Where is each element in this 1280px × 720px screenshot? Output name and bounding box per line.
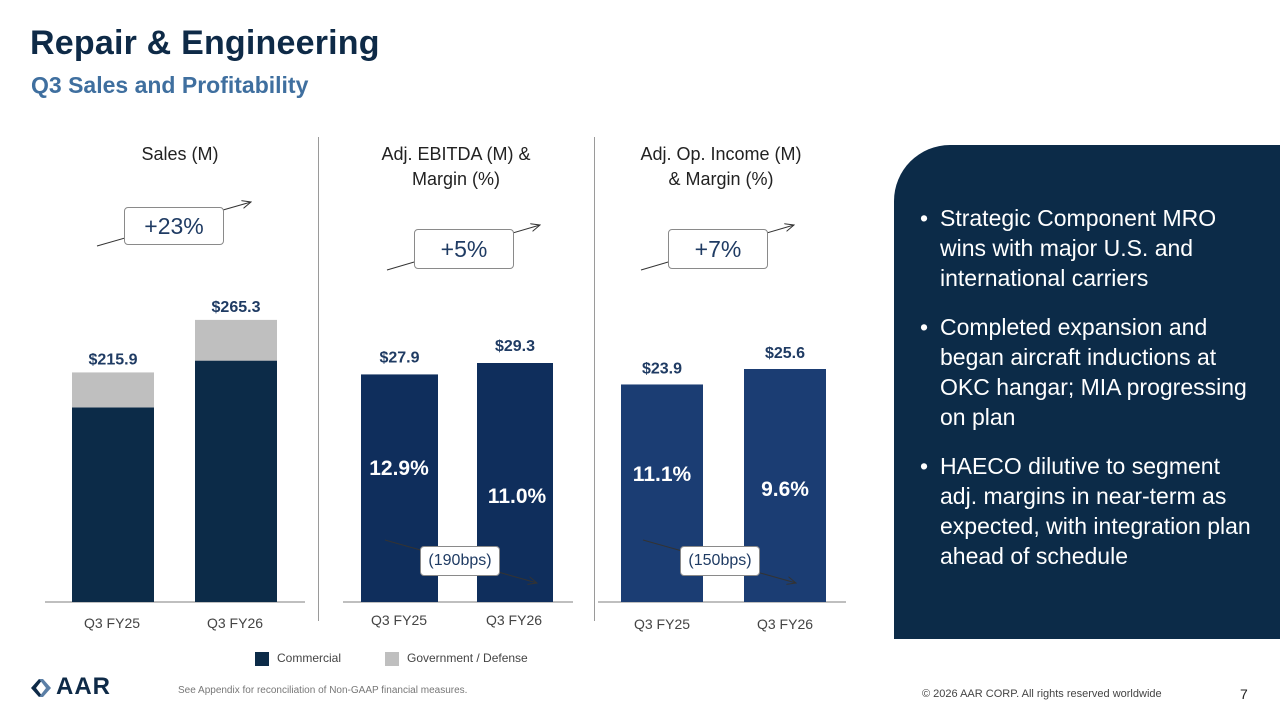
- footnote: See Appendix for reconciliation of Non-G…: [178, 685, 468, 696]
- ebitda-title-line-1: Adj. EBITDA (M) &: [381, 144, 531, 164]
- aar-logo-text: AAR: [56, 673, 111, 700]
- ebitda-margin-change-callout: (190bps): [420, 546, 500, 576]
- page-title: Repair & Engineering: [30, 24, 380, 62]
- opincome-tick-q3fy25: Q3 FY25: [634, 616, 690, 632]
- highlight-item: Completed expansion and began aircraft i…: [920, 312, 1260, 432]
- aar-logo-icon: [31, 679, 51, 697]
- legend-swatch-government: [385, 652, 399, 666]
- page-subtitle: Q3 Sales and Profitability: [31, 72, 309, 98]
- opincome-title-line-2: & Margin (%): [668, 169, 774, 189]
- sales-tick-q3fy25: Q3 FY25: [84, 615, 140, 631]
- opincome-margin-change-callout: (150bps): [680, 546, 760, 576]
- sales-bar-q3fy25-government: [72, 372, 154, 408]
- sales-chart-title: Sales (M): [141, 144, 219, 164]
- opincome-title-line-1: Adj. Op. Income (M): [640, 144, 802, 164]
- chart-divider-1: [318, 137, 319, 621]
- opincome-tick-q3fy26: Q3 FY26: [757, 616, 813, 632]
- opincome-margin-label-q3fy25: 11.1%: [633, 463, 692, 486]
- sales-bar-q3fy25-commercial: [72, 407, 154, 602]
- legend-label-commercial: Commercial: [277, 651, 342, 665]
- ebitda-tick-q3fy25: Q3 FY25: [371, 612, 427, 628]
- legend-swatch-commercial: [255, 652, 269, 666]
- opincome-margin-label-q3fy26: 9.6%: [761, 478, 809, 501]
- opincome-growth-callout: +7%: [668, 229, 768, 269]
- highlight-item: HAECO dilutive to segment adj. margins i…: [920, 451, 1260, 571]
- ebitda-growth-callout: +5%: [414, 229, 514, 269]
- ebitda-margin-label-q3fy26: 11.0%: [488, 485, 547, 508]
- opincome-chart-title: Adj. Op. Income (M) & Margin (%): [605, 142, 837, 192]
- sales-bar-q3fy26-government: [195, 319, 277, 361]
- sales-total-label-q3fy26: $265.3: [212, 299, 261, 316]
- page-number: 7: [1240, 686, 1248, 702]
- ebitda-value-label-q3fy26: $29.3: [495, 338, 535, 355]
- ebitda-chart-title: Adj. EBITDA (M) & Margin (%): [340, 142, 572, 192]
- sales-total-label-q3fy25: $215.9: [89, 351, 138, 368]
- ebitda-tick-q3fy26: Q3 FY26: [486, 612, 542, 628]
- ebitda-margin-label-q3fy25: 12.9%: [369, 457, 429, 480]
- ebitda-title-line-2: Margin (%): [411, 169, 500, 189]
- opincome-value-label-q3fy25: $23.9: [642, 360, 682, 377]
- opincome-value-label-q3fy26: $25.6: [765, 345, 805, 362]
- charts-canvas: $215.9 $265.3 Q3 FY25 Q3 FY26 $27.9 $29.…: [45, 0, 846, 632]
- highlight-item: Strategic Component MRO wins with major …: [920, 203, 1260, 293]
- highlights-panel: Strategic Component MRO wins with major …: [894, 145, 1280, 639]
- sales-tick-q3fy26: Q3 FY26: [207, 615, 263, 631]
- aar-logo: AAR: [28, 673, 118, 701]
- copyright-notice: © 2026 AAR CORP. All rights reserved wor…: [922, 688, 1162, 700]
- ebitda-value-label-q3fy25: $27.9: [379, 349, 419, 366]
- legend-label-government: Government / Defense: [407, 651, 528, 665]
- highlights-list: Strategic Component MRO wins with major …: [894, 145, 1280, 571]
- sales-growth-callout: +23%: [124, 207, 224, 245]
- chart-divider-2: [594, 137, 595, 621]
- sales-bar-q3fy26-commercial: [195, 360, 277, 602]
